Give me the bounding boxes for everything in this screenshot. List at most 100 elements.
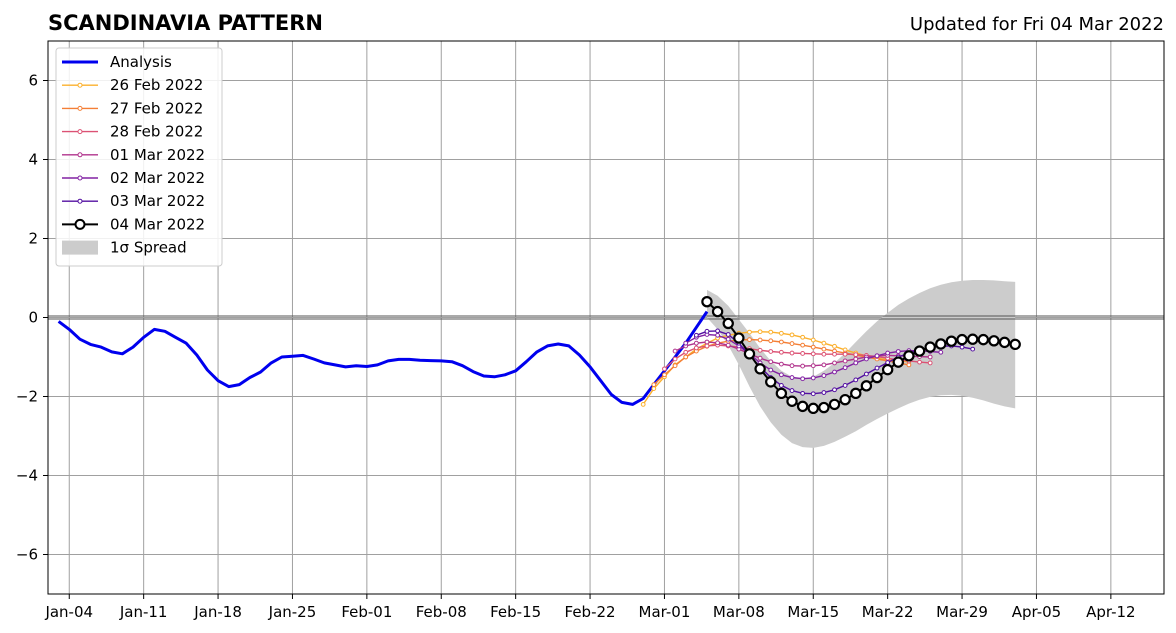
forecast-27-feb-2022-point <box>821 346 827 352</box>
forecast-28-feb-2022-point <box>842 351 848 357</box>
x-tick-label: Jan-18 <box>193 603 242 621</box>
forecast-04-mar-2022-point <box>828 398 841 411</box>
axes: Jan-04 Jan-11 Jan-18 Jan-25 Feb-01 Feb-08 Feb-… <box>16 40 1165 621</box>
forecast-04-mar-2022-point <box>871 371 883 384</box>
legend-26-feb-2022-label: 26 Feb 2022 <box>110 76 203 94</box>
forecast-28-feb-2022-point <box>810 351 816 357</box>
forecast-01-mar-2022-point <box>693 340 699 346</box>
forecast-02-mar-2022-point <box>768 367 774 373</box>
forecast-04-mar-2022-point <box>903 350 915 362</box>
forecast-28-feb-2022-point <box>757 347 763 353</box>
y-tick-label: −2 <box>16 388 38 406</box>
forecast-02-mar-2022-point <box>895 349 901 354</box>
y-tick-label: 6 <box>28 72 38 90</box>
forecast-03-mar-2022-point <box>853 377 859 383</box>
forecast-02-mar-2022-point <box>778 372 784 378</box>
forecast-02-mar-2022-point <box>938 349 944 355</box>
forecast-26-feb-2022-point <box>789 332 795 338</box>
forecast-02-mar-2022-point <box>842 365 848 371</box>
forecast-04-mar-2022-point <box>892 356 904 368</box>
forecast-28-feb-2022-point <box>789 350 795 356</box>
forecast-03-mar-2022-point <box>864 371 869 377</box>
forecast-03-mar-2022-point <box>885 360 891 365</box>
forecast-04-mar-2022-point <box>977 333 990 346</box>
y-tick-label: 4 <box>28 151 38 169</box>
legend-04-mar-2022-label: 04 Mar 2022 <box>110 215 205 233</box>
forecast-01-mar-2022-point <box>800 363 806 369</box>
forecast-03-mar-2022-point <box>693 332 699 338</box>
forecast-27-feb-2022-point <box>651 382 657 388</box>
x-tick-label: Mar-01 <box>639 603 691 621</box>
x-tick-label: Feb-22 <box>565 603 616 621</box>
x-tick-label: Feb-01 <box>341 603 392 621</box>
legend-01-mar-2022-marker <box>77 152 83 158</box>
forecast-26-feb-2022-point <box>778 330 784 336</box>
forecast-02-mar-2022-point <box>874 353 880 359</box>
y-tick-label: 2 <box>28 230 38 248</box>
legend-28-feb-2022-label: 28 Feb 2022 <box>110 123 203 141</box>
forecast-27-feb-2022-point <box>768 338 774 344</box>
forecast-26-feb-2022-point <box>757 329 763 335</box>
forecast-27-feb-2022-point <box>683 354 689 360</box>
forecast-28-feb-2022-point <box>927 360 933 366</box>
forecast-03-mar-2022-point <box>725 332 731 337</box>
forecast-04-mar-2022-point <box>839 393 851 406</box>
forecast-26-feb-2022-point <box>800 334 806 340</box>
forecast-03-mar-2022-point <box>715 328 720 334</box>
forecast-04-mar-2022-point <box>924 341 936 353</box>
forecast-01-mar-2022-point <box>757 355 763 361</box>
forecast-02-mar-2022-point <box>885 350 891 356</box>
chart-title: SCANDINAVIA PATTERN <box>48 11 323 35</box>
forecast-02-mar-2022-point <box>832 369 837 375</box>
forecast-28-feb-2022-point <box>693 345 699 351</box>
plot-frame <box>47 40 1165 595</box>
forecast-28-feb-2022-point <box>704 343 710 349</box>
forecast-28-feb-2022-point <box>662 366 667 372</box>
x-tick-label: Mar-22 <box>862 603 914 621</box>
legend-01-mar-2022-label: 01 Mar 2022 <box>110 146 205 164</box>
forecast-27-feb-2022-point <box>906 362 912 368</box>
x-tick-label: Jan-04 <box>44 603 93 621</box>
forecast-03-mar-2022-point <box>810 391 816 397</box>
forecast-26-feb-2022-point <box>651 386 657 392</box>
forecast-04-mar-2022-point <box>988 335 1000 347</box>
forecast-27-feb-2022-point <box>757 337 763 343</box>
legend-box <box>55 47 223 267</box>
y-tick-label: −6 <box>16 546 38 564</box>
forecast-04-mar-2022-point <box>733 332 745 344</box>
forecast-02-mar-2022-point <box>725 336 731 342</box>
forecast-28-feb-2022-point <box>672 356 678 362</box>
forecast-04-mar-2022-point <box>796 400 809 413</box>
forecast-04-mar-2022-point <box>945 335 958 347</box>
legend-02-mar-2022-label: 02 Mar 2022 <box>110 169 205 187</box>
legend-1-spread-label: 1σ Spread <box>110 239 187 257</box>
forecast-02-mar-2022-point <box>810 375 816 381</box>
forecast-04-mar-2022-point <box>881 363 894 376</box>
forecast-26-feb-2022-point <box>810 337 816 343</box>
y-tick-label: 0 <box>28 309 38 327</box>
forecast-02-mar-2022-point <box>789 375 795 380</box>
forecast-04-mar-2022-point <box>786 395 798 407</box>
forecast-26-feb-2022-point <box>747 329 752 335</box>
forecast-27-feb-2022-point <box>747 337 752 343</box>
x-tick-label: Mar-15 <box>787 603 839 621</box>
forecast-03-mar-2022-point <box>778 383 784 388</box>
legend: Analysis 26 Feb 2022 27 Feb 2022 28 Feb 202… <box>55 47 223 267</box>
forecast-28-feb-2022-point <box>917 359 922 365</box>
forecast-03-mar-2022-point <box>821 390 827 395</box>
forecast-27-feb-2022-point <box>800 342 806 348</box>
forecast-27-feb-2022-point <box>662 372 667 378</box>
y-tick-label: −4 <box>16 467 38 485</box>
legend-27-feb-2022-marker <box>77 105 83 111</box>
forecast-28-feb-2022-point <box>853 352 859 358</box>
forecast-04-mar-2022-point <box>807 402 819 415</box>
forecast-04-mar-2022-point <box>850 387 862 400</box>
forecast-04-mar-2022-point <box>956 333 968 346</box>
legend-04-mar-2022-marker <box>74 218 86 230</box>
forecast-01-mar-2022-point <box>927 354 933 360</box>
forecast-01-mar-2022-point <box>842 358 848 364</box>
legend-03-mar-2022-label: 03 Mar 2022 <box>110 192 205 210</box>
forecast-01-mar-2022-point <box>778 361 784 367</box>
spread-area <box>707 280 1016 448</box>
